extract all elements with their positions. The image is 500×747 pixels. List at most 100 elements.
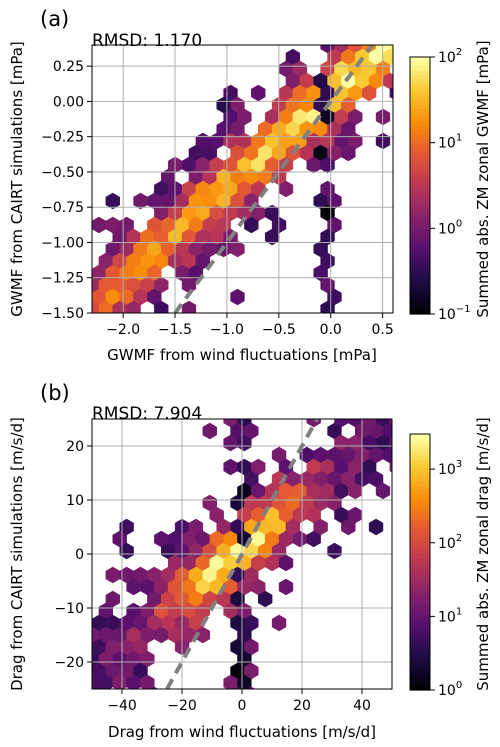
hexbin-cell [126,300,141,313]
hexbin-cell [133,192,148,210]
panel-b-hexbins [71,399,418,715]
colorbar-segment [410,82,430,88]
hexbin-cell [237,674,252,689]
hexbin-cell [223,458,238,476]
colorbar-segment [410,626,430,631]
hexbin-cell [230,288,245,306]
colorbar-segment [410,476,430,482]
colorbar-segment [410,647,430,653]
hexbin-cell [92,618,93,628]
hexbin-cell [397,447,411,463]
colorbar-segment [410,309,430,315]
panel-a-y-ticks: −1.50 −1.25 −1.00 −0.75 −0.50 −0.25 0.00 0.25 [41,59,92,322]
colorbar-segment [410,138,430,144]
colorbar-segment [410,211,430,217]
colorbar-segment [410,284,430,289]
y-tick-label: −10 [54,601,84,617]
colorbar-segment [410,459,430,465]
colorbar-segment [410,532,430,537]
colorbar-segment [410,104,430,109]
hexbin-cell [327,542,342,560]
x-tick-label: −1.0 [210,322,244,338]
colorbar-segment [410,677,430,683]
colorbar-segment [410,540,430,546]
colorbar-segment [410,510,430,516]
hexbin-cell [383,25,397,41]
hexbin-cell [404,411,418,427]
colorbar-segment [410,155,430,161]
hexbin-cell [71,699,85,715]
colorbar-segment [410,446,430,452]
panel-b: (b) RMSD: 7.904 −40 −20 0 20 40 −20−1001020 … [8,381,492,741]
hexbin-cell [71,675,85,691]
colorbar-segment [410,168,430,174]
y-tick-label: −0.75 [41,200,84,216]
x-tick-label: 0.0 [320,322,342,338]
colorbar-segment [410,232,430,238]
colorbar-segment [410,587,430,593]
hexbin-cell [251,84,266,102]
colorbar-segment [410,159,430,165]
colorbar-segment [410,69,430,75]
hexbin-cell [341,518,356,536]
colorbar-segment [410,502,430,508]
y-tick-label: −0.50 [41,165,84,181]
hexbin-cell [92,292,93,302]
hexbin-cell [397,25,411,41]
panel-a-plot-frame [91,44,394,314]
colorbar-segment [410,489,430,495]
colorbar-segment [410,630,430,636]
hexbin-cell [92,642,93,652]
hexbin-cell [105,566,120,584]
y-tick-label: −1.50 [41,306,84,322]
hexbin-cell [397,399,411,415]
colorbar-segment [410,142,430,148]
colorbar-segment [410,292,430,298]
y-tick-label: 0.25 [53,59,84,75]
hexbin-cell [306,530,321,548]
colorbar-segment [410,121,430,127]
panel-a-y-label: GWMF from CAIRT simulations [mPa] [8,41,26,317]
hexbin-cell [224,699,238,715]
colorbar-segment [410,549,430,555]
colorbar-segment [410,442,430,448]
hexbin-cell [230,240,245,258]
hexbin-cell [328,399,342,415]
panel-b-x-ticks: −40 −20 0 20 40 [107,689,371,714]
colorbar-segment [410,438,430,444]
colorbar-segment [410,608,430,614]
colorbar-segment [410,61,430,67]
colorbar-segment [410,617,430,623]
hexbin-cell [71,579,85,595]
hexbin-cell [258,590,273,608]
y-tick-label: 20 [66,439,84,455]
colorbar-tick-label: 100 [438,680,462,699]
hexbin-cell [383,399,397,415]
hexbin-cell [369,25,383,41]
x-tick-label: 0 [238,698,247,714]
colorbar-segment [410,455,430,461]
colorbar-segment [410,468,430,473]
colorbar-segment [410,108,430,114]
colorbar-tick-label: 102 [438,47,462,66]
colorbar-segment [410,236,430,242]
hexbin-cell [278,554,294,572]
x-tick-label: −20 [167,698,197,714]
colorbar-tick-label: 103 [438,459,462,478]
colorbar-frame [409,433,431,691]
colorbar-segment [410,194,430,199]
colorbar-segment [410,146,430,152]
panel-a-colorbar-label: Summed abs. ZM zonal GWMF [mPa] [474,40,492,317]
hexbin-cell [389,461,392,473]
hexbin-cell [341,144,356,162]
colorbar-segment [410,685,430,691]
hexbin-cell [271,614,287,632]
colorbar-segment [410,125,430,131]
hexbin-cell [389,86,393,100]
colorbar-segment [410,527,430,533]
colorbar-segment [410,655,430,661]
x-tick-label: −1.5 [158,322,192,338]
hexbin-cell [231,399,245,415]
x-tick-label: −2.0 [106,322,140,338]
